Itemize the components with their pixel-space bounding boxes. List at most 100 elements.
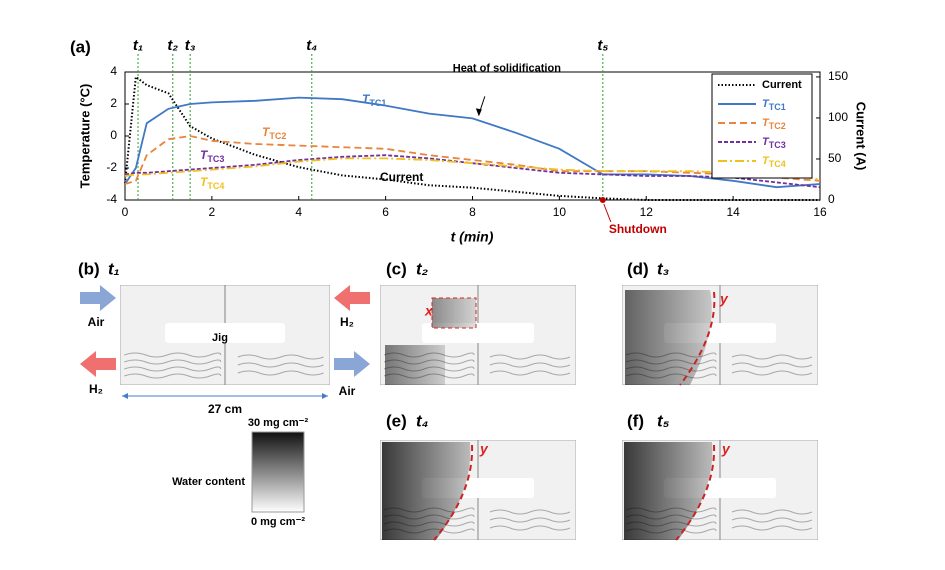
shutdown-arrow xyxy=(603,203,612,223)
water-region xyxy=(385,345,445,385)
series-label: TTC4 xyxy=(200,175,224,191)
series-name: T xyxy=(762,117,770,129)
time-marker-label: t₂ xyxy=(167,37,178,54)
y-tick-label: 4 xyxy=(110,64,117,78)
series-label: TTC3 xyxy=(762,136,786,150)
water-region xyxy=(382,442,471,540)
water-region xyxy=(432,298,476,328)
series-name-sub: TC1 xyxy=(769,102,786,112)
series-name-sub: TC3 xyxy=(207,154,224,164)
series-name: Current xyxy=(380,170,423,184)
series-line xyxy=(124,135,821,185)
series-label: TTC4 xyxy=(762,155,786,169)
time-marker-label: t₄ xyxy=(306,37,317,54)
series-name: T xyxy=(362,92,371,106)
y2-tick-label: 150 xyxy=(828,69,848,83)
front-line xyxy=(675,444,716,541)
panel-time: t₃ xyxy=(657,259,669,278)
time-marker-label: t₁ xyxy=(133,37,143,54)
y2-tick-label: 100 xyxy=(828,110,848,124)
colorbar-max: 30 mg cm⁻² xyxy=(248,417,309,429)
series-label: Current xyxy=(762,79,802,91)
y-axis-title: Temperature (°C) xyxy=(77,84,92,189)
series-label: TTC1 xyxy=(762,98,786,112)
panel-time: t₄ xyxy=(416,411,429,430)
legend-box xyxy=(711,73,813,179)
series-label: TTC2 xyxy=(262,125,286,141)
images xyxy=(120,285,818,541)
x-tick-label: 4 xyxy=(295,205,302,219)
jig-label: Jig xyxy=(212,332,228,344)
annotation: Heat of solidification xyxy=(453,62,561,74)
y-tick-label: -2 xyxy=(106,160,117,174)
series-name: T xyxy=(762,155,770,167)
panel-label: (f) xyxy=(627,411,644,430)
x-tick-label: 10 xyxy=(553,205,567,219)
series-name: T xyxy=(762,98,770,110)
y2-tick-label: 50 xyxy=(828,151,842,165)
panel-label: (c) xyxy=(386,259,407,278)
series-name: T xyxy=(200,175,209,189)
time-marker-label: t₃ xyxy=(185,37,196,54)
panel-label: (b) xyxy=(78,259,100,278)
front-line xyxy=(679,291,716,386)
series-name-sub: TC3 xyxy=(769,140,786,150)
y-tick-label: -4 xyxy=(106,192,117,206)
arrow xyxy=(80,351,116,377)
x-tick-label: 14 xyxy=(726,205,740,219)
shutdown-point xyxy=(599,197,606,203)
series-name-sub: TC1 xyxy=(369,98,386,108)
region-label: y xyxy=(479,441,489,457)
water-region xyxy=(625,290,712,385)
panel-label: (e) xyxy=(386,411,407,430)
y-tick-label: 2 xyxy=(110,96,117,110)
annotation-head xyxy=(475,108,482,117)
flow-label: Air xyxy=(339,384,356,398)
panel-label: (d) xyxy=(627,259,649,278)
x-tick-label: 6 xyxy=(382,205,389,219)
y-tick-label: 0 xyxy=(110,128,117,142)
series-line xyxy=(124,154,821,189)
arrow xyxy=(334,351,370,377)
region-label: x xyxy=(424,303,434,319)
panel-label: (a) xyxy=(70,37,91,56)
y2-tick-label: 0 xyxy=(828,192,835,206)
flow-label: Air xyxy=(88,315,105,329)
flow-label: H₂ xyxy=(89,382,103,396)
colorbar-title: Water content xyxy=(172,476,245,488)
arrow xyxy=(80,285,116,311)
x-tick-label: 8 xyxy=(469,205,476,219)
region-box xyxy=(431,297,477,329)
x-tick-label: 2 xyxy=(209,205,216,219)
series-label: TTC3 xyxy=(200,148,224,164)
flow-label: H₂ xyxy=(340,315,354,329)
x-tick-label: 16 xyxy=(813,205,827,219)
series-line xyxy=(124,75,820,201)
panel-time: t₂ xyxy=(416,259,429,278)
front-line xyxy=(433,444,474,541)
water-region xyxy=(624,442,713,540)
series-name: Current xyxy=(762,79,802,91)
arrow xyxy=(334,285,370,311)
series-name-sub: TC4 xyxy=(207,181,224,191)
region-label: y xyxy=(721,441,731,457)
series-line xyxy=(124,157,821,181)
series-name-sub: TC4 xyxy=(769,159,786,169)
colorbar-min: 0 mg cm⁻² xyxy=(251,516,305,528)
x-tick-label: 12 xyxy=(640,205,654,219)
series-name-sub: TC2 xyxy=(769,121,786,131)
x-tick-label: 0 xyxy=(122,205,129,219)
series-name-sub: TC2 xyxy=(269,131,286,141)
region-label: y xyxy=(719,291,729,307)
y2-axis-title: Current (A) xyxy=(854,102,869,171)
shutdown-label: Shutdown xyxy=(609,222,667,236)
series-name: T xyxy=(762,136,770,148)
series-label: TTC2 xyxy=(762,117,786,131)
series-label: TTC1 xyxy=(362,92,386,108)
x-axis-title: t (min) xyxy=(451,229,494,245)
series-name: T xyxy=(262,125,271,139)
series-name: T xyxy=(200,148,209,162)
series-label: Current xyxy=(380,170,423,184)
colorbar xyxy=(251,431,305,513)
